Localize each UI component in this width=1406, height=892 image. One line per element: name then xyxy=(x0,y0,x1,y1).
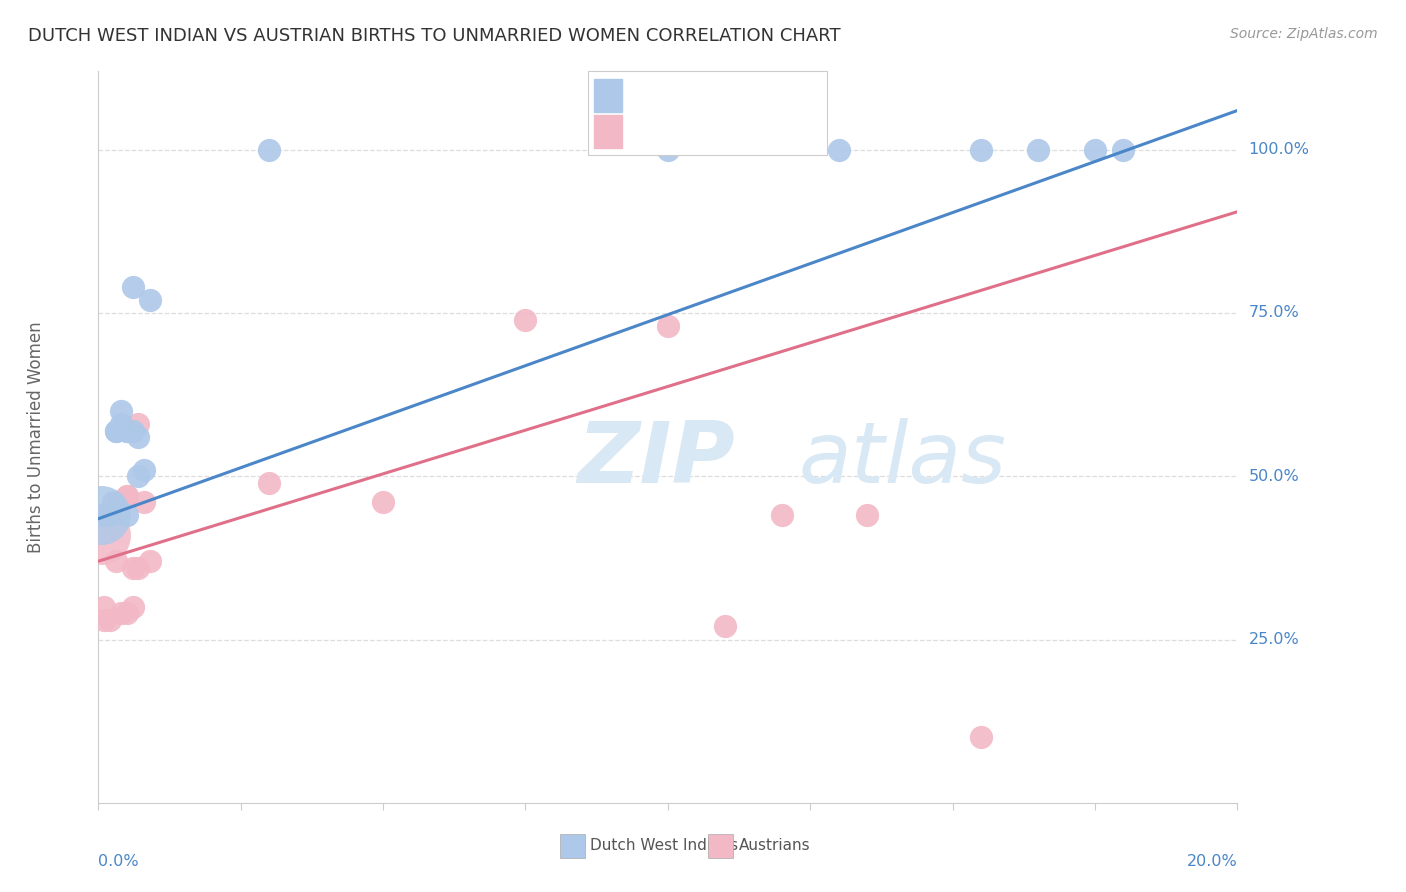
Point xyxy=(93,599,115,614)
Point xyxy=(1084,143,1107,157)
Point xyxy=(127,417,149,431)
Point xyxy=(115,607,138,621)
Point xyxy=(110,404,132,418)
Bar xyxy=(707,834,733,858)
Point xyxy=(104,424,127,438)
Point xyxy=(98,613,121,627)
Text: 50.0%: 50.0% xyxy=(1249,469,1299,483)
FancyBboxPatch shape xyxy=(588,71,827,155)
Point xyxy=(93,508,115,523)
Point xyxy=(856,508,879,523)
Text: Austrians: Austrians xyxy=(738,838,810,854)
Point xyxy=(121,424,143,438)
Point xyxy=(132,463,155,477)
Text: 0.0%: 0.0% xyxy=(98,854,139,869)
Point xyxy=(90,508,112,523)
Point xyxy=(138,554,160,568)
Point xyxy=(1026,143,1049,157)
Point xyxy=(657,143,679,157)
Text: ZIP: ZIP xyxy=(576,417,734,500)
Bar xyxy=(593,115,623,148)
Point xyxy=(104,495,127,509)
Point xyxy=(101,495,124,509)
Point xyxy=(828,143,851,157)
Text: atlas: atlas xyxy=(799,417,1007,500)
Point xyxy=(110,607,132,621)
Point xyxy=(138,293,160,307)
Text: DUTCH WEST INDIAN VS AUSTRIAN BIRTHS TO UNMARRIED WOMEN CORRELATION CHART: DUTCH WEST INDIAN VS AUSTRIAN BIRTHS TO … xyxy=(28,27,841,45)
Point xyxy=(259,143,281,157)
Point xyxy=(121,560,143,574)
Point xyxy=(90,528,112,542)
Point xyxy=(93,613,115,627)
Point xyxy=(127,560,149,574)
Point xyxy=(115,489,138,503)
Text: 25.0%: 25.0% xyxy=(1249,632,1299,647)
Point xyxy=(104,554,127,568)
Point xyxy=(132,495,155,509)
Point xyxy=(970,731,993,745)
Point xyxy=(1112,143,1135,157)
Text: Dutch West Indians: Dutch West Indians xyxy=(591,838,738,854)
Point xyxy=(90,508,112,523)
Point xyxy=(657,319,679,334)
Point xyxy=(104,424,127,438)
Bar xyxy=(560,834,585,858)
Point xyxy=(714,619,737,633)
Point xyxy=(115,424,138,438)
Text: 75.0%: 75.0% xyxy=(1249,305,1299,320)
Point xyxy=(121,280,143,294)
Point xyxy=(515,312,537,326)
Text: R = 0.352    N = 24: R = 0.352 N = 24 xyxy=(628,122,790,140)
Point xyxy=(98,508,121,523)
Text: Source: ZipAtlas.com: Source: ZipAtlas.com xyxy=(1230,27,1378,41)
Point xyxy=(970,143,993,157)
Point xyxy=(110,417,132,431)
Point xyxy=(115,489,138,503)
Point xyxy=(127,469,149,483)
Text: R = 0.835    N = 23: R = 0.835 N = 23 xyxy=(628,86,790,103)
Point xyxy=(115,508,138,523)
Bar xyxy=(593,78,623,112)
Text: 100.0%: 100.0% xyxy=(1249,142,1309,157)
Point xyxy=(121,599,143,614)
Point xyxy=(770,508,793,523)
Text: Births to Unmarried Women: Births to Unmarried Women xyxy=(27,321,45,553)
Point xyxy=(259,475,281,490)
Point xyxy=(127,430,149,444)
Point xyxy=(373,495,395,509)
Point xyxy=(115,424,138,438)
Text: 20.0%: 20.0% xyxy=(1187,854,1237,869)
